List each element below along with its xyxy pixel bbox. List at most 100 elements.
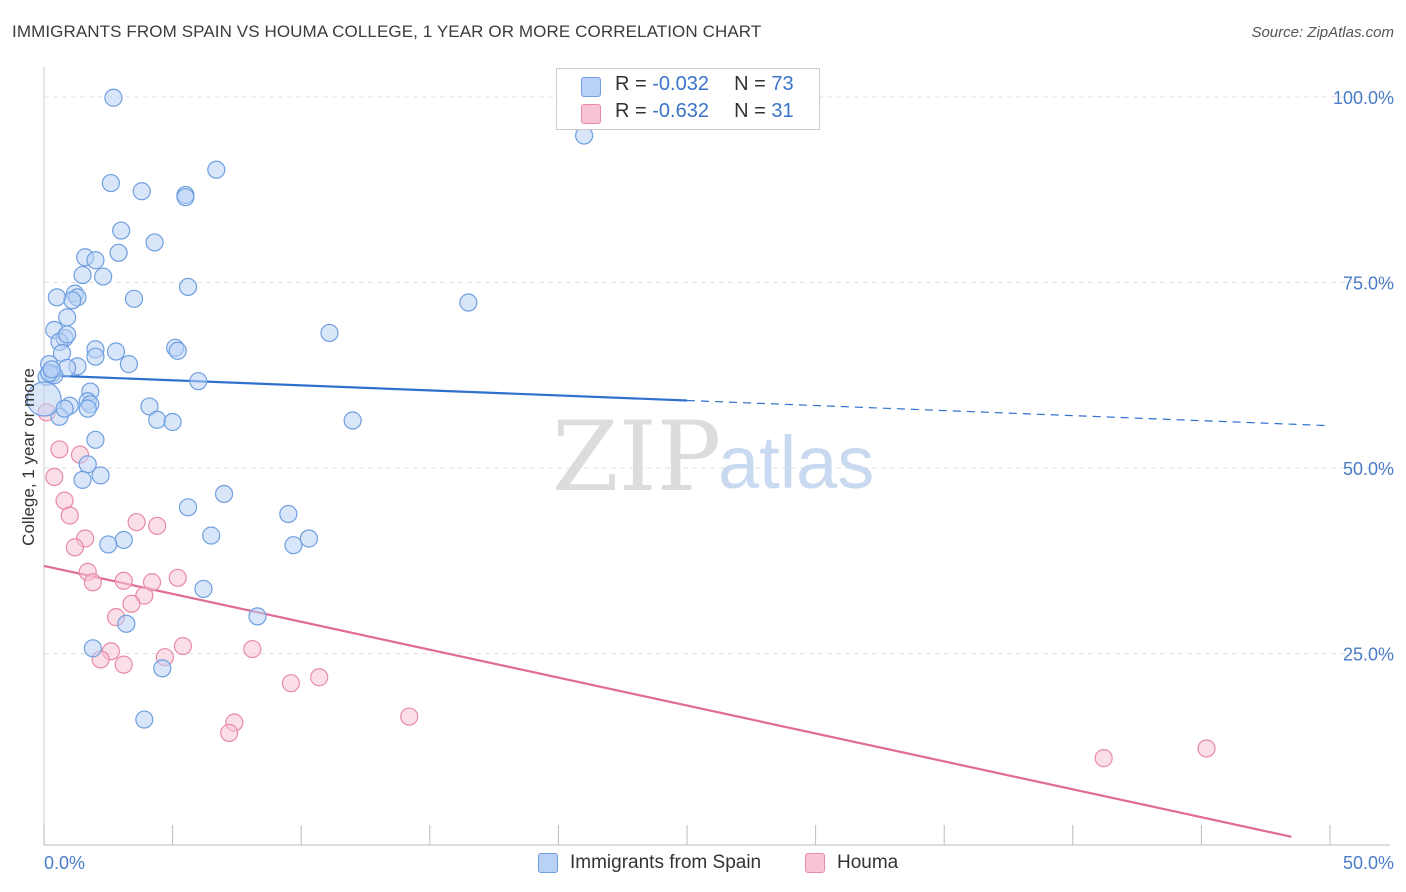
houma-point (127, 513, 146, 532)
y-tick-label: 75.0% (1343, 274, 1394, 294)
n-label: N = (734, 73, 772, 95)
spain-point (26, 381, 62, 417)
spain-point (299, 529, 319, 548)
houma-point (142, 573, 162, 592)
legend-label-houma: Houma (837, 852, 899, 873)
n-value: 73 (771, 73, 794, 95)
houma-point (168, 568, 187, 587)
houma-point (400, 707, 419, 726)
spain-point (176, 188, 195, 207)
spain-point (194, 579, 213, 599)
spain-point (459, 293, 478, 312)
houma-point (1094, 749, 1113, 768)
houma-point (45, 467, 64, 487)
spain-point (153, 659, 172, 678)
grid-lines (44, 96, 1390, 654)
watermark-atlas: atlas (718, 421, 874, 504)
spain-point (248, 607, 267, 626)
houma-point (60, 506, 79, 525)
houma-point (281, 674, 301, 693)
spain-point (63, 291, 82, 310)
spain-point (94, 267, 113, 286)
legend-item-houma[interactable]: Houma (805, 852, 898, 874)
spain-point (101, 173, 120, 193)
watermark-zip: ZIP (552, 401, 721, 513)
houma-point (122, 594, 141, 613)
spain-point (104, 88, 123, 107)
houma-swatch (581, 104, 601, 124)
houma-point (135, 586, 154, 605)
spain-point (189, 372, 208, 391)
r-value: -0.032 (652, 73, 709, 95)
spain-point (148, 410, 167, 429)
spain-point (58, 325, 77, 344)
spain-point (55, 399, 74, 418)
spain-point (207, 160, 226, 179)
spain-point (145, 233, 164, 252)
spain-point (112, 221, 131, 240)
spain-point (202, 526, 221, 545)
houma-point (243, 639, 262, 659)
spain-point (163, 412, 182, 432)
houma-point (220, 723, 239, 742)
spain-point (73, 265, 92, 285)
x-tick-label: 0.0% (44, 853, 85, 873)
spain-point (86, 251, 105, 270)
spain-points (26, 88, 594, 729)
r-label: R = (615, 73, 653, 95)
houma-point (50, 440, 69, 459)
houma-point (310, 668, 329, 687)
legend-label-spain: Immigrants from Spain (570, 852, 762, 873)
x-tick-label: 50.0% (1343, 853, 1394, 873)
houma-points (37, 403, 1216, 768)
axes (43, 67, 1390, 846)
spain-point (42, 360, 61, 379)
spain-point (78, 399, 97, 418)
spain-point (91, 466, 110, 485)
spain-point (140, 397, 159, 416)
spain-point (99, 535, 118, 554)
source-credit: Source: ZipAtlas.com (1251, 24, 1394, 41)
spain-point (124, 289, 144, 308)
watermark: ZIP atlas (552, 401, 874, 513)
legend-item-spain[interactable]: Immigrants from Spain (538, 852, 761, 874)
spain-point (214, 484, 234, 504)
spain-point (343, 411, 362, 430)
spain-point (86, 347, 105, 366)
houma-point (114, 571, 133, 590)
houma-point (65, 538, 84, 557)
houma-point (1197, 739, 1216, 758)
y-axis-label: College, 1 year or more (19, 368, 38, 546)
spain-point (168, 341, 187, 360)
y-tick-label: 50.0% (1343, 459, 1394, 479)
y-tick-label: 25.0% (1343, 645, 1394, 665)
spain-point (83, 639, 102, 658)
tick-labels: 100.0% 75.0% 50.0% 25.0% 0.0% 50.0% (44, 88, 1394, 873)
spain-point (178, 277, 198, 297)
spain-point (109, 243, 128, 262)
series-legend: Immigrants from Spain Houma (0, 852, 1406, 878)
spain-point (47, 288, 66, 307)
r-label: R = (615, 100, 653, 122)
spain-point (58, 308, 77, 327)
spain-point (132, 182, 151, 201)
spain-trend-line (43, 374, 688, 402)
spain-swatch (581, 77, 601, 97)
chart-title: IMMIGRANTS FROM SPAIN VS HOUMA COLLEGE, … (12, 22, 762, 41)
spain-trend-extension (686, 399, 1331, 427)
spain-point (86, 430, 105, 449)
spain-point (117, 614, 136, 633)
houma-point (173, 636, 192, 656)
spain-point (320, 323, 339, 343)
spain-point (106, 342, 126, 361)
spain-point (279, 504, 298, 524)
n-label: N = (734, 100, 772, 122)
spain-point (114, 530, 133, 550)
spain-legend-swatch (538, 853, 558, 873)
spain-point (178, 498, 198, 517)
correlation-legend: R = -0.032 N = 73 R = -0.632 N = 31 (556, 68, 820, 130)
houma-point (148, 516, 167, 535)
y-tick-label: 100.0% (1333, 88, 1394, 108)
spain-point (119, 355, 138, 374)
